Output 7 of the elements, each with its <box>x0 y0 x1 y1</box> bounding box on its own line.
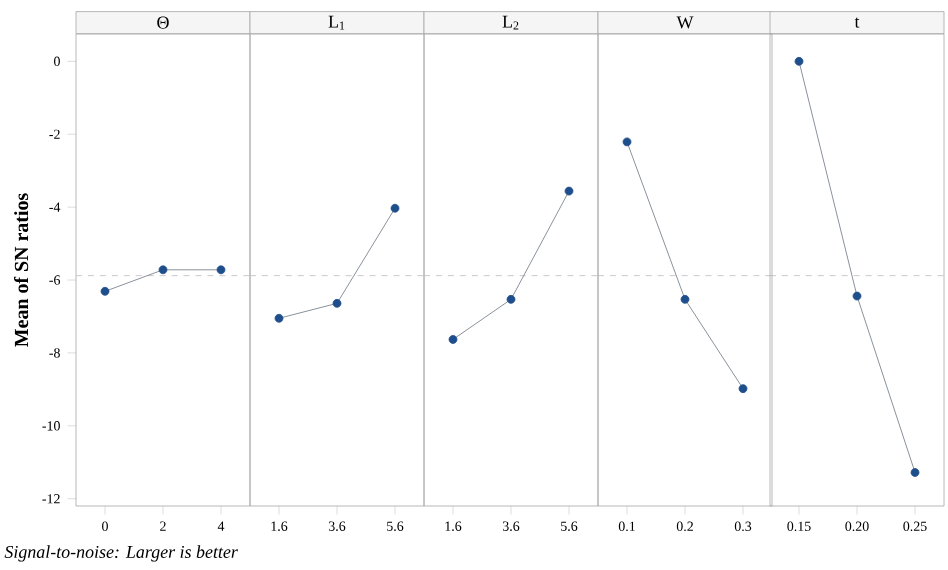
y-axis-title: Mean of SN ratios <box>13 193 29 347</box>
chart-title: L$_{1}$ <box>328 15 345 30</box>
text: Signal-to-noise: Larger is better <box>4 545 238 562</box>
chart-title: t <box>854 17 860 28</box>
chart-title: W <box>676 16 694 29</box>
chart-title: L$_{2}$ <box>502 15 519 30</box>
chart-title: Θ <box>157 16 169 29</box>
